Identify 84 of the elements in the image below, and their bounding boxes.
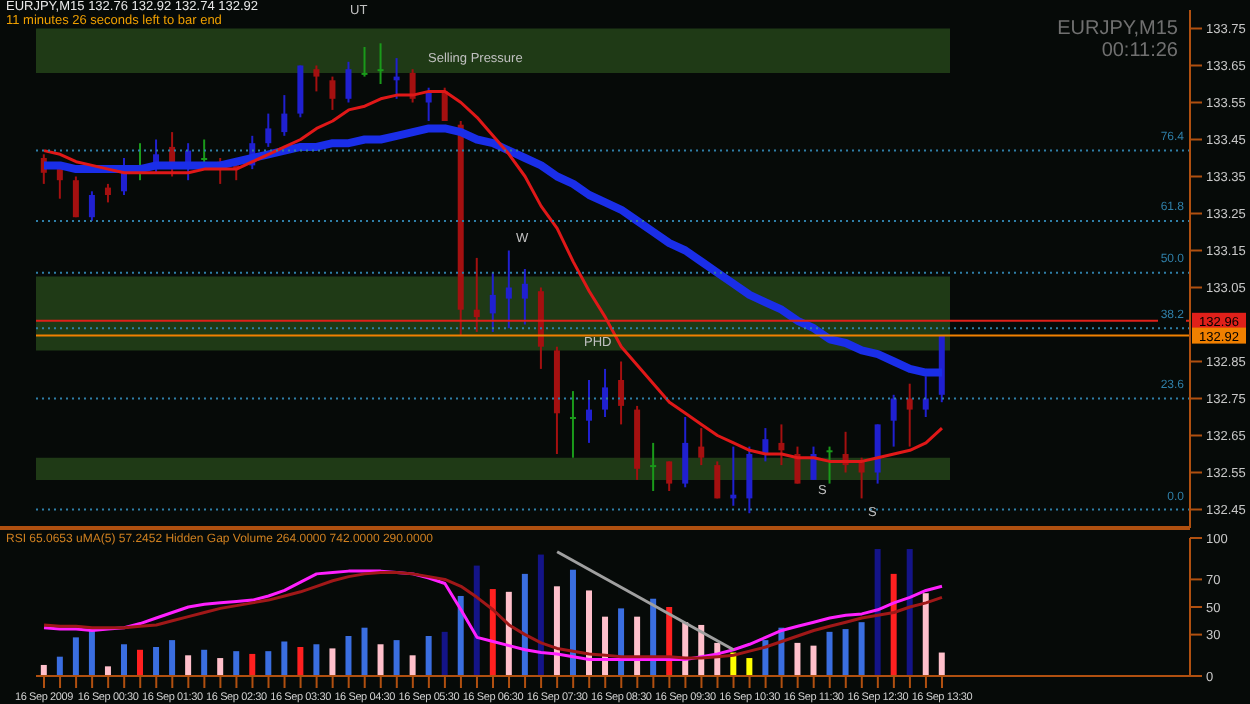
candlestick <box>890 393 897 448</box>
candlestick <box>56 168 63 200</box>
bar <box>826 631 833 676</box>
bar <box>922 593 929 676</box>
candlestick <box>794 445 801 485</box>
candlestick <box>906 382 913 448</box>
candlestick <box>521 268 528 326</box>
bar <box>858 622 865 676</box>
bar <box>56 656 63 676</box>
bar <box>890 573 897 676</box>
bar <box>618 608 625 676</box>
bar <box>120 644 127 676</box>
bar <box>586 590 592 676</box>
bar <box>104 666 111 676</box>
candlestick <box>698 427 705 467</box>
bar <box>521 573 528 676</box>
candlestick <box>104 182 111 204</box>
candlestick <box>714 460 721 500</box>
candlestick <box>473 256 480 333</box>
bar <box>393 640 400 676</box>
candlestick <box>489 271 496 333</box>
candlestick <box>201 138 208 167</box>
bar <box>746 658 753 676</box>
bar <box>906 549 913 676</box>
bar <box>938 652 945 676</box>
bar <box>473 565 480 676</box>
bar <box>233 651 240 676</box>
bar <box>361 627 368 676</box>
bar <box>505 591 512 676</box>
bar <box>842 629 849 676</box>
text: EURJPY,M15 <box>1057 18 1178 40</box>
bar <box>345 635 352 676</box>
bar <box>40 664 47 676</box>
candlestick <box>569 390 576 459</box>
bar <box>377 644 384 676</box>
bar <box>72 637 79 676</box>
bar <box>329 648 336 676</box>
bar <box>553 586 560 676</box>
candlestick <box>345 60 352 104</box>
candlestick <box>265 112 272 148</box>
bar <box>810 645 817 676</box>
candlestick <box>441 86 448 122</box>
candlestick <box>281 94 288 137</box>
bar <box>874 549 881 676</box>
candlestick <box>762 427 769 463</box>
candlestick <box>505 249 512 330</box>
bar <box>569 569 576 676</box>
candlestick <box>313 64 320 93</box>
bar <box>409 655 416 676</box>
bar <box>153 647 160 676</box>
candlestick <box>72 175 79 219</box>
bar <box>265 651 272 676</box>
bar <box>537 554 544 676</box>
bar <box>794 642 801 676</box>
candlestick <box>746 445 753 515</box>
bar <box>425 635 432 676</box>
candlestick <box>650 441 657 492</box>
candlestick <box>586 379 592 444</box>
bar <box>137 649 144 676</box>
bar <box>249 653 256 676</box>
candlestick <box>425 86 432 122</box>
candlestick <box>602 367 609 418</box>
candlestick <box>377 42 384 85</box>
bar <box>201 649 208 676</box>
text: 00:11:26 <box>1101 40 1178 62</box>
bar <box>185 655 192 676</box>
candlestick <box>329 75 336 111</box>
candlestick <box>666 460 673 492</box>
candlestick <box>922 375 929 418</box>
candlestick <box>361 46 368 78</box>
bar <box>169 640 176 676</box>
bar <box>457 595 464 676</box>
bar <box>489 589 496 676</box>
bar <box>441 631 448 676</box>
candlestick <box>826 445 833 485</box>
candlestick <box>778 423 785 467</box>
candlestick <box>88 190 95 222</box>
candlestick <box>618 360 625 426</box>
bar <box>313 644 320 676</box>
candlestick <box>858 456 865 500</box>
bar <box>217 658 224 676</box>
candlestick <box>682 416 689 489</box>
bar <box>281 641 288 676</box>
bar <box>297 647 304 676</box>
